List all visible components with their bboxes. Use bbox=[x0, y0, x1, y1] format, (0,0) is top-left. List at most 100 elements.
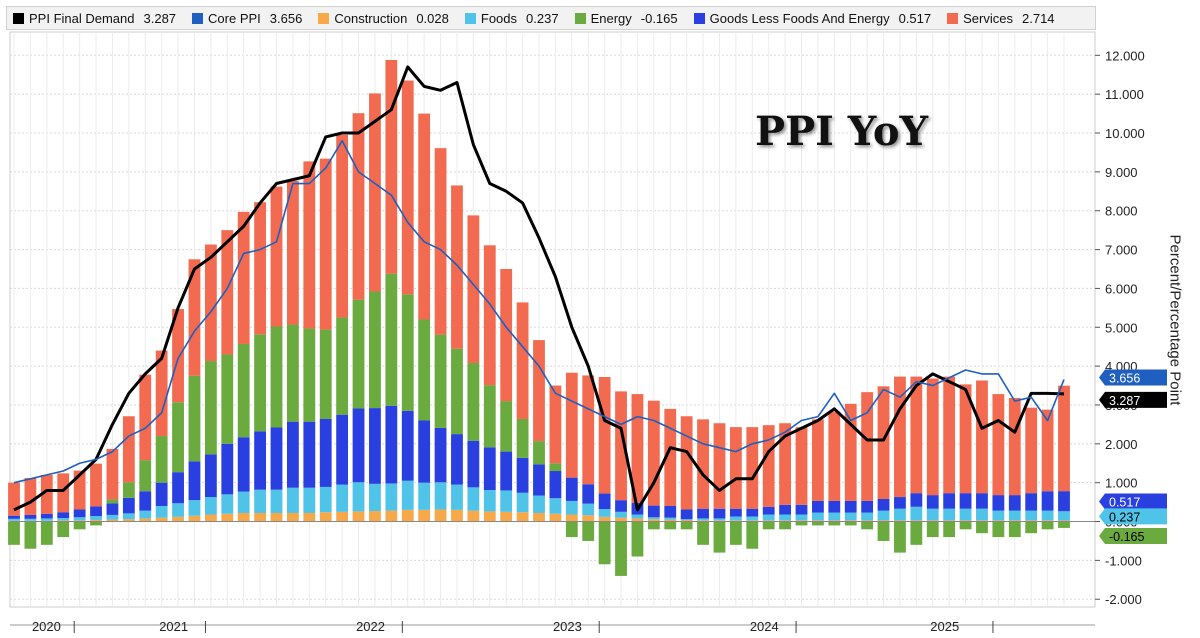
bar-goods-less-foods-and-energy bbox=[713, 508, 726, 519]
bar-goods-less-foods-and-energy bbox=[565, 477, 578, 501]
bar-construction bbox=[254, 512, 266, 522]
bar-services bbox=[57, 473, 70, 513]
bar-foods bbox=[90, 516, 102, 520]
bar-foods bbox=[270, 489, 283, 513]
bar-foods bbox=[943, 508, 956, 521]
legend-item-ppi-final-demand: PPI Final Demand 3.287 bbox=[13, 11, 176, 26]
y-tick-label: 5.000 bbox=[1105, 320, 1138, 335]
bar-services bbox=[40, 474, 53, 514]
bar-energy bbox=[664, 521, 677, 530]
bar-construction bbox=[139, 518, 152, 522]
bar-services bbox=[204, 244, 217, 362]
bar-foods bbox=[106, 514, 119, 520]
bar-services bbox=[615, 391, 627, 501]
bar-energy bbox=[631, 521, 644, 557]
bar-services bbox=[451, 185, 463, 349]
bar-goods-less-foods-and-energy bbox=[1041, 491, 1054, 511]
bar-goods-less-foods-and-energy bbox=[943, 493, 956, 509]
bar-foods bbox=[418, 482, 431, 510]
bar-foods bbox=[926, 508, 939, 521]
bar-foods bbox=[812, 512, 824, 521]
bar-construction bbox=[565, 514, 578, 522]
bar-foods bbox=[516, 492, 529, 513]
y-tick-label: 9.000 bbox=[1105, 165, 1138, 180]
bar-services bbox=[746, 427, 759, 509]
bar-services bbox=[697, 419, 709, 509]
bar-construction bbox=[795, 520, 808, 522]
bar-energy bbox=[188, 375, 201, 462]
bar-goods-less-foods-and-energy bbox=[680, 509, 693, 520]
bar-energy bbox=[122, 482, 135, 498]
bar-foods bbox=[779, 514, 791, 521]
bar-goods-less-foods-and-energy bbox=[254, 431, 266, 490]
last-value-text: 0.237 bbox=[1109, 510, 1140, 524]
bar-construction bbox=[926, 520, 939, 522]
bar-energy bbox=[40, 521, 53, 545]
bar-services bbox=[24, 478, 37, 515]
bar-energy bbox=[1058, 521, 1070, 528]
bar-energy bbox=[615, 521, 627, 576]
bar-goods-less-foods-and-energy bbox=[319, 418, 332, 487]
legend-value: 0.237 bbox=[526, 10, 559, 26]
bar-goods-less-foods-and-energy bbox=[204, 454, 217, 498]
bar-construction bbox=[483, 511, 496, 522]
bar-construction bbox=[73, 520, 86, 522]
bar-foods bbox=[861, 512, 874, 521]
bar-foods bbox=[500, 490, 513, 512]
last-value-text: 0.517 bbox=[1109, 495, 1140, 509]
bar-energy bbox=[155, 436, 168, 483]
bar-services bbox=[877, 386, 890, 499]
bar-energy bbox=[549, 463, 562, 472]
bar-foods bbox=[631, 514, 644, 519]
bar-foods bbox=[664, 517, 677, 520]
bar-energy bbox=[894, 521, 906, 553]
y-tick-label: 2.000 bbox=[1105, 437, 1138, 452]
bar-energy bbox=[451, 348, 463, 435]
bar-construction bbox=[336, 511, 349, 522]
bar-services bbox=[139, 374, 152, 461]
bar-foods bbox=[352, 482, 365, 512]
bar-foods bbox=[976, 508, 988, 521]
bar-goods-less-foods-and-energy bbox=[910, 493, 923, 507]
bar-construction bbox=[680, 519, 693, 522]
bar-energy bbox=[647, 521, 660, 530]
bar-goods-less-foods-and-energy bbox=[385, 405, 398, 484]
bar-foods bbox=[483, 490, 496, 512]
bar-goods-less-foods-and-energy bbox=[992, 495, 1005, 511]
bar-foods bbox=[1041, 510, 1054, 521]
last-value-text: -0.165 bbox=[1109, 530, 1144, 544]
bar-foods bbox=[287, 487, 299, 513]
legend-label: PPI Final Demand bbox=[29, 10, 135, 26]
bar-services bbox=[1041, 409, 1054, 492]
bar-energy bbox=[729, 521, 742, 545]
legend-value: 3.656 bbox=[269, 10, 303, 26]
bar-energy bbox=[1025, 521, 1038, 534]
bar-services bbox=[828, 411, 841, 501]
bar-services bbox=[270, 186, 283, 327]
bar-energy bbox=[680, 521, 693, 530]
bar-construction bbox=[828, 520, 841, 522]
bar-goods-less-foods-and-energy bbox=[844, 500, 857, 513]
bar-foods bbox=[237, 491, 250, 513]
bar-goods-less-foods-and-energy bbox=[812, 500, 824, 513]
legend-label: Energy bbox=[590, 10, 632, 26]
bar-construction bbox=[155, 517, 168, 522]
x-tick-label: 2023 bbox=[553, 619, 582, 634]
bar-services bbox=[483, 245, 496, 386]
bar-energy bbox=[582, 521, 595, 541]
bar-foods bbox=[762, 514, 775, 521]
last-value-text: 3.656 bbox=[1109, 371, 1140, 385]
bar-goods-less-foods-and-energy bbox=[1008, 495, 1021, 511]
bar-construction bbox=[1058, 520, 1070, 522]
legend-swatch bbox=[192, 12, 204, 24]
bar-foods bbox=[139, 510, 152, 519]
y-tick-label: 12.000 bbox=[1105, 48, 1145, 63]
bar-energy bbox=[943, 521, 956, 538]
bar-construction bbox=[549, 513, 562, 522]
bar-energy bbox=[319, 329, 332, 419]
bar-services bbox=[221, 230, 234, 355]
bar-services bbox=[565, 372, 578, 478]
bar-construction bbox=[664, 519, 677, 522]
bar-goods-less-foods-and-energy bbox=[959, 493, 972, 509]
bar-goods-less-foods-and-energy bbox=[861, 500, 874, 513]
